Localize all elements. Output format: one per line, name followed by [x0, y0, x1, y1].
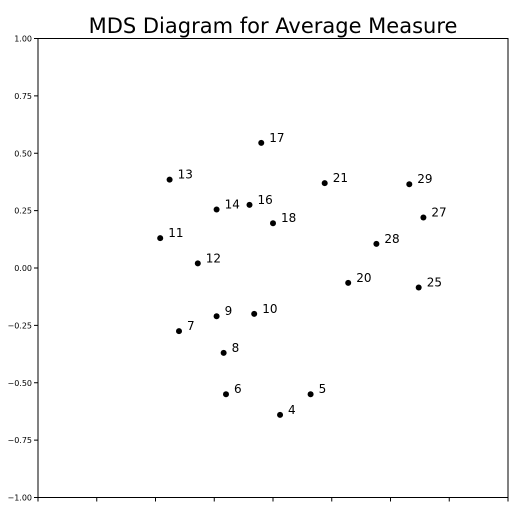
point-label-4: 4: [288, 403, 296, 417]
point-11: [157, 235, 164, 242]
point-label-8: 8: [232, 341, 240, 355]
y-tick-label-5: −0.25: [7, 321, 32, 330]
point-20: [345, 279, 352, 286]
point-6: [223, 391, 229, 398]
point-21: [321, 180, 328, 187]
data-points: 17 13 21 29 14 16 18 27 11 28 12 20 25 9 10 7 8 6 5 4: [157, 131, 447, 418]
point-label-5: 5: [319, 382, 327, 396]
point-label-17: 17: [269, 131, 284, 145]
x-axis: [37, 497, 509, 502]
point-label-28: 28: [384, 232, 399, 246]
point-27: [420, 214, 427, 221]
plot-frame: [37, 38, 509, 498]
point-label-21: 21: [333, 171, 348, 185]
point-9: [213, 313, 220, 320]
y-tick-label-1: 0.75: [14, 92, 32, 101]
point-label-7: 7: [187, 319, 195, 333]
point-label-29: 29: [417, 172, 432, 186]
point-label-11: 11: [168, 226, 183, 240]
y-tick-label-6: −0.50: [7, 379, 32, 388]
y-tick-label-4: 0.00: [14, 264, 32, 273]
point-4: [277, 411, 284, 418]
y-tick-label-2: 0.50: [14, 149, 32, 158]
point-14: [213, 206, 220, 213]
point-label-27: 27: [431, 206, 446, 220]
point-7: [176, 328, 182, 335]
y-tick-label-3: 0.25: [14, 207, 32, 216]
point-label-14: 14: [225, 197, 240, 211]
y-tick-label-0: 1.00: [14, 35, 32, 44]
point-25: [415, 284, 422, 291]
point-12: [194, 260, 201, 267]
point-18: [270, 220, 276, 227]
y-tick-label-8: −1.00: [7, 494, 32, 503]
y-axis: 1.00 0.75 0.50 0.25 0.00 −0.25 −0.50 −0.75 −1.00: [7, 35, 38, 503]
point-5: [307, 391, 314, 398]
point-29: [406, 181, 413, 188]
point-label-20: 20: [356, 271, 371, 285]
point-28: [373, 240, 380, 247]
point-label-10: 10: [262, 302, 277, 316]
point-label-16: 16: [258, 193, 273, 207]
chart-title: MDS Diagram for Average Measure: [89, 14, 458, 38]
point-label-18: 18: [281, 211, 296, 225]
point-label-9: 9: [225, 304, 233, 318]
point-17: [258, 139, 265, 146]
point-label-25: 25: [427, 276, 442, 290]
y-tick-label-7: −0.75: [7, 436, 32, 445]
point-label-6: 6: [234, 382, 242, 396]
point-label-12: 12: [206, 251, 221, 265]
point-label-13: 13: [178, 168, 193, 182]
point-16: [246, 201, 253, 208]
point-8: [220, 349, 227, 356]
point-10: [251, 310, 258, 317]
point-13: [166, 176, 173, 183]
